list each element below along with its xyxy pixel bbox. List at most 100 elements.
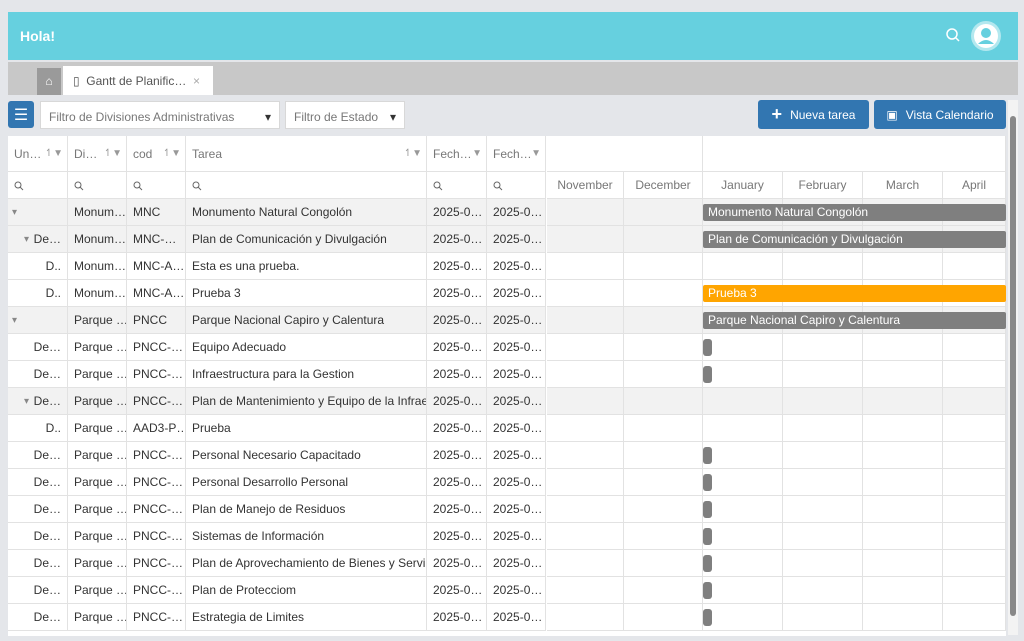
sort-filter-icon[interactable]: ▼: [531, 136, 541, 172]
gantt-cell: [547, 280, 624, 307]
state-filter[interactable]: Filtro de Estado▾: [285, 101, 405, 129]
gantt-bar[interactable]: Plan de Comunicación y Divulgación: [703, 231, 1006, 248]
month-label: December: [624, 172, 703, 199]
gantt-cell: [547, 415, 624, 442]
table-cell: Parque …: [68, 469, 127, 496]
gantt-cell: [783, 604, 863, 631]
sort-filter-icon[interactable]: ↿▼: [163, 136, 181, 172]
gantt-cell: [624, 334, 703, 361]
calendar-button[interactable]: ▣Vista Calendario: [874, 100, 1006, 129]
column-header[interactable]: Di… ↿▼: [68, 136, 127, 172]
gantt-marker[interactable]: [703, 609, 712, 626]
home-tab[interactable]: ⌂: [37, 68, 61, 95]
table-cell: Personal Necesario Capacitado: [186, 442, 427, 469]
gantt-cell: [863, 469, 943, 496]
table-cell: Parque …: [68, 361, 127, 388]
table-cell: Monum…: [68, 226, 127, 253]
gantt-marker[interactable]: [703, 339, 712, 356]
table-cell: PNCC-…: [127, 442, 186, 469]
table-cell: Parque …: [68, 415, 127, 442]
table-cell: De…: [8, 523, 68, 550]
gantt-cell: [943, 577, 1006, 604]
gantt-cell: [863, 361, 943, 388]
table-cell: Prueba: [186, 415, 427, 442]
expand-toggle[interactable]: ▾: [24, 226, 29, 253]
column-header[interactable]: Un… ↿▼: [8, 136, 68, 172]
column-header[interactable]: cod ↿▼: [127, 136, 186, 172]
search-cell[interactable]: [427, 172, 487, 199]
table-cell: De…: [8, 334, 68, 361]
expand-toggle[interactable]: ▾: [24, 388, 29, 415]
gantt-marker[interactable]: [703, 555, 712, 572]
gantt-cell: [783, 415, 863, 442]
gantt-bar[interactable]: Prueba 3: [703, 285, 1006, 302]
new-task-button[interactable]: +Nueva tarea: [758, 100, 869, 129]
gantt-cell: [943, 442, 1006, 469]
expand-toggle[interactable]: ▾: [12, 199, 17, 226]
scroll-thumb[interactable]: [1010, 116, 1016, 616]
search-cell[interactable]: [8, 172, 68, 199]
table-cell: Parque …: [68, 334, 127, 361]
gantt-bar[interactable]: Parque Nacional Capiro y Calentura: [703, 312, 1006, 329]
gantt-cell: [783, 388, 863, 415]
table-cell: D..: [8, 415, 68, 442]
table-cell: 2025-0…: [427, 469, 487, 496]
header-icons: [944, 18, 1004, 54]
table-cell: Plan de Mantenimiento y Equipo de la Inf…: [186, 388, 427, 415]
table-cell: 2025-0…: [427, 307, 487, 334]
gantt-cell: [703, 442, 783, 469]
gantt-cell: [863, 388, 943, 415]
gantt-cell: [624, 577, 703, 604]
division-filter[interactable]: Filtro de Divisiones Administrativas▾: [40, 101, 280, 129]
column-title: Tarea: [192, 147, 222, 161]
sort-filter-icon[interactable]: ▼: [472, 136, 482, 172]
gantt-cell: [547, 604, 624, 631]
gantt-cell: [943, 523, 1006, 550]
gantt-cell: [783, 550, 863, 577]
gantt-marker[interactable]: [703, 447, 712, 464]
gantt-marker[interactable]: [703, 582, 712, 599]
tab[interactable]: ▯ Gantt de Planific… ×: [63, 66, 213, 95]
gantt-bar[interactable]: Monumento Natural Congolón: [703, 204, 1006, 221]
column-header[interactable]: Fech… ▼: [487, 136, 546, 172]
table-cell: Esta es una prueba.: [186, 253, 427, 280]
gantt-cell: [547, 496, 624, 523]
gantt-cell: [703, 388, 783, 415]
table-cell: 2025-0…: [427, 523, 487, 550]
gantt-cell: [703, 550, 783, 577]
gantt-cell: [624, 415, 703, 442]
gantt-marker[interactable]: [703, 528, 712, 545]
table-cell: 2025-0…: [427, 415, 487, 442]
sort-filter-icon[interactable]: ↿▼: [45, 136, 63, 172]
gantt-cell: [783, 253, 863, 280]
column-header[interactable]: Tarea ↿▼: [186, 136, 427, 172]
table-cell: Equipo Adecuado: [186, 334, 427, 361]
search-cell[interactable]: [487, 172, 546, 199]
header-title: Hola!: [20, 28, 55, 44]
gantt-cell: [943, 550, 1006, 577]
table-cell: 2025-0…: [487, 577, 546, 604]
sort-filter-icon[interactable]: ↿▼: [104, 136, 122, 172]
gantt-cell: [783, 523, 863, 550]
gantt-cell: [783, 496, 863, 523]
gantt-cell: [547, 253, 624, 280]
sort-filter-icon[interactable]: ↿▼: [404, 136, 422, 172]
search-cell[interactable]: [68, 172, 127, 199]
table-cell: Parque …: [68, 604, 127, 631]
table-cell: 2025-0…: [487, 496, 546, 523]
gantt-marker[interactable]: [703, 366, 712, 383]
table-cell: 2025-0…: [487, 550, 546, 577]
gantt-cell: [703, 469, 783, 496]
gantt-marker[interactable]: [703, 474, 712, 491]
search-cell[interactable]: [186, 172, 427, 199]
menu-button[interactable]: ☰: [8, 101, 34, 128]
month-label: November: [547, 172, 624, 199]
table-cell: 2025-0…: [487, 442, 546, 469]
gantt-cell: [783, 361, 863, 388]
gantt-cell: [863, 253, 943, 280]
expand-toggle[interactable]: ▾: [12, 307, 17, 334]
search-cell[interactable]: [127, 172, 186, 199]
gantt-marker[interactable]: [703, 501, 712, 518]
column-header[interactable]: Fech… ▼: [427, 136, 487, 172]
